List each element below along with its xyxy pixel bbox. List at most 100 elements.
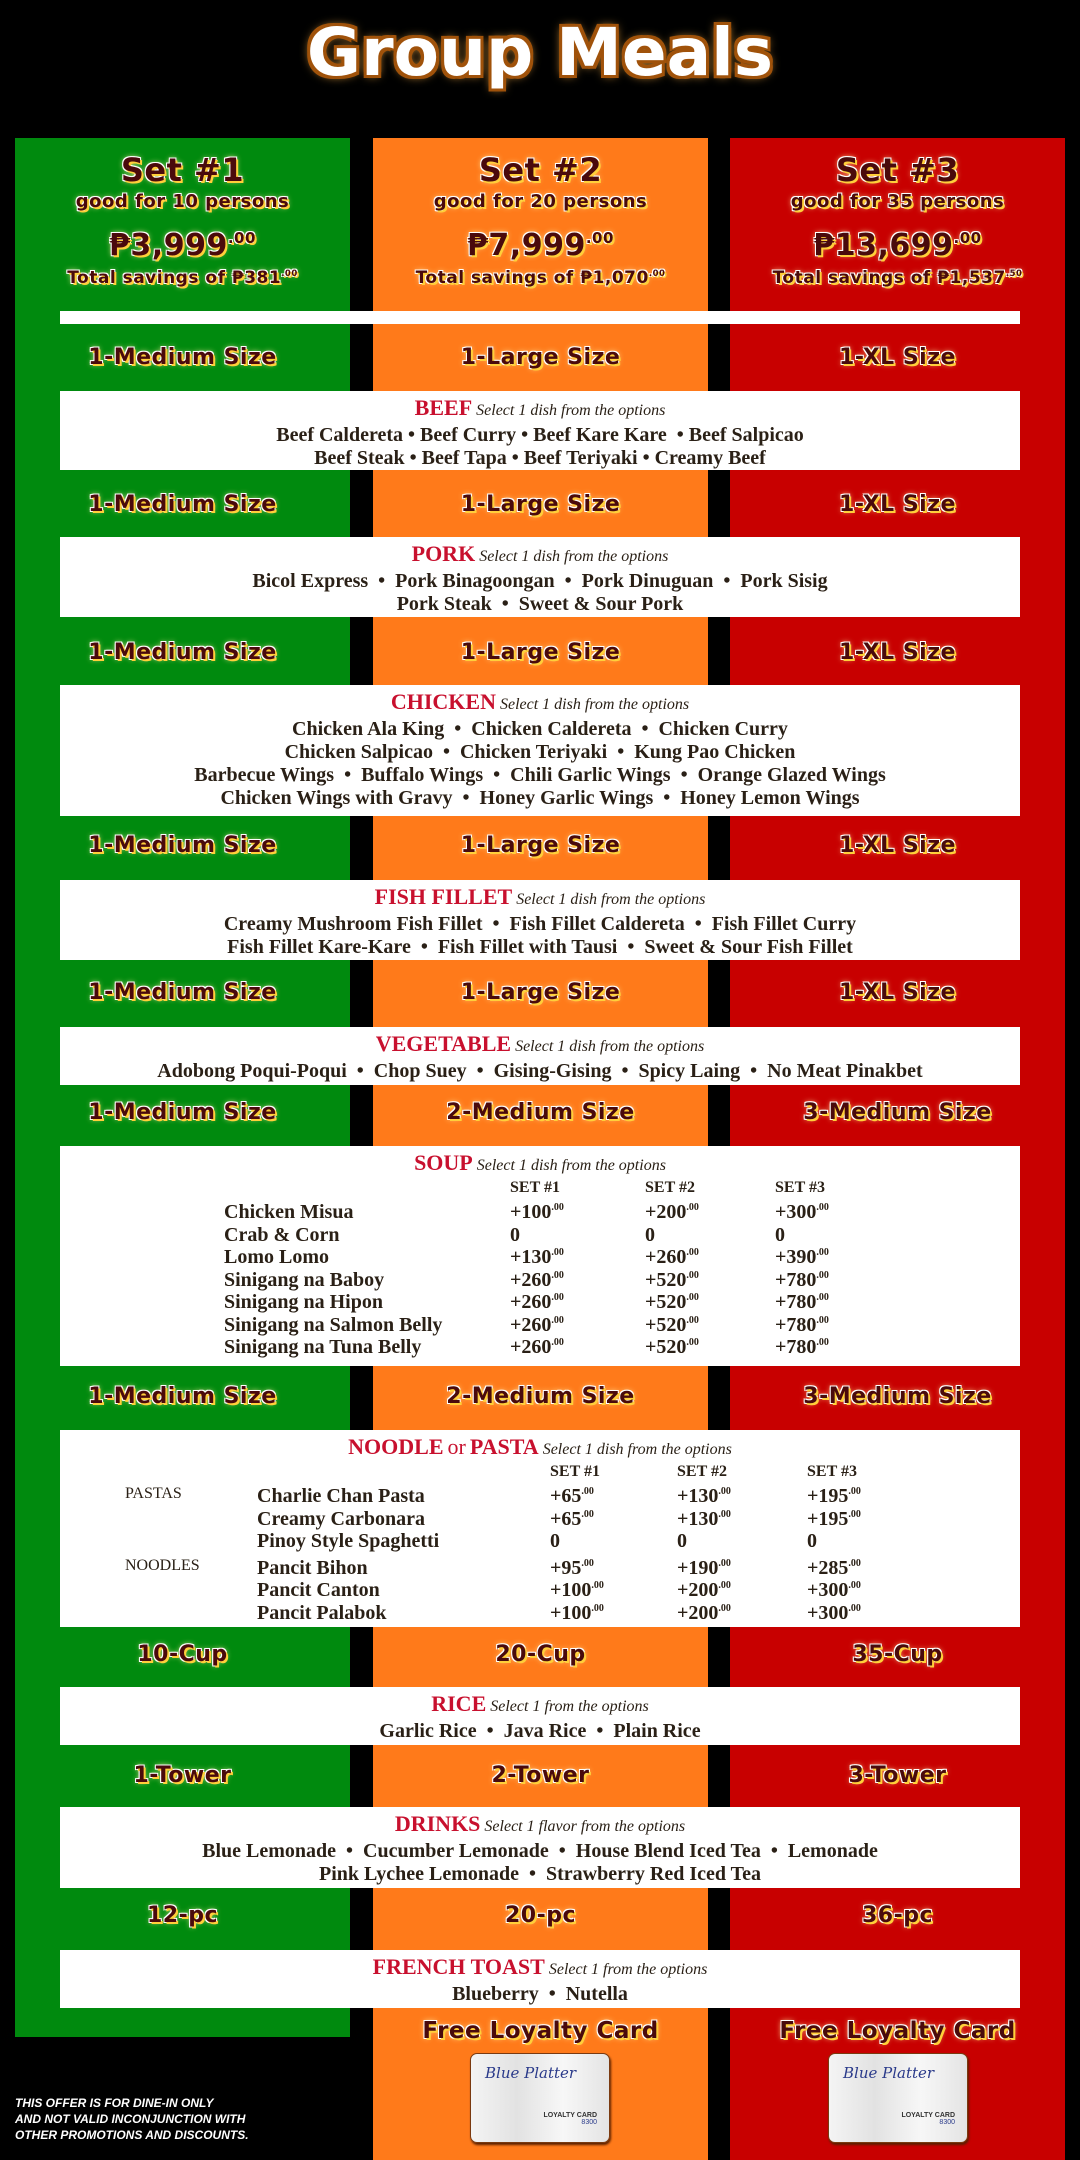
price-main: +130 xyxy=(677,1485,719,1507)
price-cell: +520.00 xyxy=(645,1336,699,1359)
dish-name: Sinigang na Salmon Belly xyxy=(224,1313,443,1336)
price-cell: +300.00 xyxy=(775,1201,829,1224)
dish-line: Blueberry • Nutella xyxy=(452,1983,628,2005)
set-price: ₱13,699.00 xyxy=(730,220,1065,264)
price-cents: .00 xyxy=(848,1557,861,1569)
card-label: LOYALTY CARD xyxy=(901,2112,955,2119)
table-header: SET #1 SET #2 SET #3 xyxy=(60,1463,1020,1485)
price-main: 0 xyxy=(677,1530,687,1552)
size-label-chicken-set-3: 1-XL Size xyxy=(839,640,956,665)
dish-line: Bicol Express • Pork Binagoongan • Pork … xyxy=(252,570,828,592)
price-cents: .00 xyxy=(686,1247,699,1258)
table-row: Sinigang na Baboy +260.00 +520.00 +780.00 xyxy=(60,1269,1020,1292)
savings-cents: .00 xyxy=(281,269,298,279)
section-subtitle: Select 1 dish from the options xyxy=(479,548,669,565)
divider xyxy=(60,311,1020,324)
card-number: 8300 xyxy=(581,2119,597,2126)
size-label-beef-set-2: 1-Large Size xyxy=(460,345,621,370)
price-main: +260 xyxy=(510,1268,552,1291)
price-cents: .00 xyxy=(581,1486,594,1497)
section-title: RICE xyxy=(431,1691,487,1716)
section-subtitle: Select 1 dish from the options xyxy=(476,1157,666,1174)
column-header: SET #2 xyxy=(645,1179,695,1196)
size-label-chicken-set-2: 1-Large Size xyxy=(460,640,621,665)
size-label-rice-set-2: 20-Cup xyxy=(495,1642,586,1667)
price-cell: +100.00 xyxy=(550,1602,604,1625)
dish-line: Chicken Ala King • Chicken Caldereta • C… xyxy=(292,718,788,740)
section-rice: RICE Select 1 from the options Garlic Ric… xyxy=(60,1687,1020,1745)
price-cents: .00 xyxy=(551,1202,564,1213)
price-cell: +260.00 xyxy=(510,1291,564,1314)
dish-name: Pancit Canton xyxy=(257,1579,380,1601)
dish-line: Fish Fillet Kare-Kare • Fish Fillet with… xyxy=(227,936,853,958)
price-main: +390 xyxy=(775,1246,817,1268)
price-cents: .00 xyxy=(551,1247,564,1258)
price-main: +300 xyxy=(807,1601,849,1624)
loyalty-card-image: Blue Platter LOYALTY CARD 8300 xyxy=(828,2053,968,2143)
price-cell: +300.00 xyxy=(807,1579,861,1602)
dish-line: Creamy Mushroom Fish Fillet • Fish Fille… xyxy=(223,913,857,935)
size-label-pork-set-3: 1-XL Size xyxy=(839,492,956,517)
section-title: NOODLE xyxy=(348,1434,444,1459)
price-cents: .00 xyxy=(551,1337,564,1348)
price-main: +195 xyxy=(807,1485,849,1507)
table-row: Pancit Canton +100.00 +200.00 +300.00 xyxy=(60,1579,1020,1602)
loyalty-label-set-2: Free Loyalty Card xyxy=(422,2018,659,2044)
section-french-toast: FRENCH TOAST Select 1 from the options Bl… xyxy=(60,1950,1020,2008)
size-label-fish-set-2: 1-Large Size xyxy=(460,833,621,858)
price-cents: .00 xyxy=(686,1292,699,1303)
size-label-drinks-set-3: 3-Tower xyxy=(848,1763,947,1788)
section-subtitle: Select 1 dish from the options xyxy=(516,891,706,908)
section-heading: FRENCH TOAST Select 1 from the options xyxy=(60,1954,1020,1983)
size-label-fish-set-3: 1-XL Size xyxy=(839,833,956,858)
column-header: SET #3 xyxy=(775,1179,825,1196)
savings-amount: Total savings of ₱1,537 xyxy=(772,267,1006,288)
section-fish: FISH FILLET Select 1 dish from the optio… xyxy=(60,880,1020,960)
price-cents: .00 xyxy=(848,1508,861,1520)
section-chicken: CHICKEN Select 1 dish from the options Ch… xyxy=(60,685,1020,816)
price-main: +200 xyxy=(677,1579,719,1601)
price-cents: .00 xyxy=(816,1269,829,1281)
title-joiner: or xyxy=(447,1434,466,1459)
price-main: +130 xyxy=(677,1507,719,1530)
section-title: DRINKS xyxy=(394,1811,481,1836)
table-row: Sinigang na Tuna Belly +260.00 +520.00 +780… xyxy=(60,1336,1020,1359)
price-cell: +65.00 xyxy=(550,1485,594,1508)
column-header: SET #2 xyxy=(677,1463,727,1480)
table-row: Pancit Palabok +100.00 +200.00 +300.00 xyxy=(60,1602,1020,1625)
table-header: SET #1 SET #2 SET #3 xyxy=(60,1179,1020,1201)
price-main: +285 xyxy=(807,1556,849,1579)
section-heading: BEEF Select 1 dish from the options xyxy=(60,395,1020,424)
table-row: Crab & Corn 0 0 0 xyxy=(60,1224,1020,1247)
set-header-2: Set #2 good for 20 persons ₱7,999.00 Total … xyxy=(373,150,708,288)
section-subtitle: Select 1 flavor from the options xyxy=(484,1818,686,1835)
price-main: +200 xyxy=(677,1601,719,1624)
price-cents: .00 xyxy=(591,1602,604,1614)
size-label-noodle-set-3: 3-Medium Size xyxy=(803,1384,992,1409)
dish-line: Chicken Salpicao • Chicken Teriyaki • Ku… xyxy=(284,741,796,763)
price-cell: +130.00 xyxy=(677,1508,731,1531)
price-cents: .00 xyxy=(551,1314,564,1326)
size-label-drinks-set-2: 2-Tower xyxy=(491,1763,590,1788)
price-cell: +200.00 xyxy=(645,1201,699,1224)
price-main: +65 xyxy=(550,1485,582,1507)
price-cell: +95.00 xyxy=(550,1557,594,1580)
size-label-chicken-set-1: 1-Medium Size xyxy=(88,640,277,665)
price-cents: .00 xyxy=(718,1580,731,1591)
price-cell: +780.00 xyxy=(775,1291,829,1314)
set-name: Set #3 xyxy=(835,151,960,189)
card-brand: Blue Platter xyxy=(485,2064,577,2082)
size-label-french-toast-set-2: 20-pc xyxy=(504,1903,577,1928)
section-subtitle: Select 1 from the options xyxy=(548,1961,708,1978)
price-cents: .00 xyxy=(581,1557,594,1569)
price-main: +520 xyxy=(645,1336,687,1358)
price-cell: +520.00 xyxy=(645,1269,699,1292)
price-main: +130 xyxy=(510,1246,552,1268)
dish-line: Pork Steak • Sweet & Sour Pork xyxy=(396,593,684,615)
dish-line: Garlic Rice • Java Rice • Plain Rice xyxy=(379,1720,701,1742)
price-cents: .00 xyxy=(591,1580,604,1591)
section-heading: FISH FILLET Select 1 dish from the optio… xyxy=(60,884,1020,913)
price-main: +190 xyxy=(677,1556,719,1579)
price-cell: +260.00 xyxy=(510,1314,564,1337)
column-header: SET #3 xyxy=(807,1463,857,1480)
